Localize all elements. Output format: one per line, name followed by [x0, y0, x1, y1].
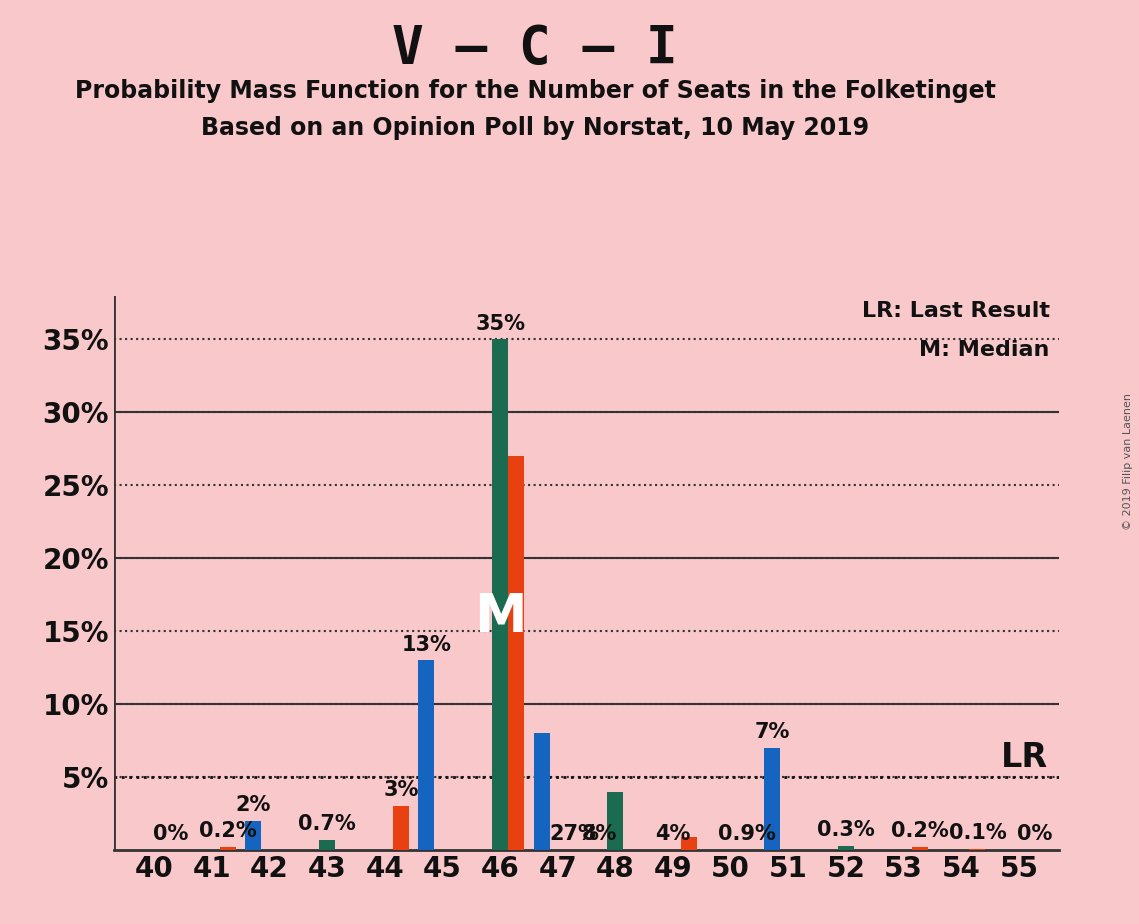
Text: 2%: 2% [236, 795, 271, 815]
Bar [681, 837, 697, 850]
Bar [492, 339, 508, 850]
Text: 0.3%: 0.3% [817, 820, 875, 840]
Text: M: Median: M: Median [919, 340, 1050, 360]
Bar [393, 807, 409, 850]
Text: 0.7%: 0.7% [298, 814, 357, 834]
Text: LR: Last Result: LR: Last Result [862, 301, 1050, 322]
Text: 4%: 4% [655, 824, 690, 845]
Text: 8%: 8% [582, 824, 617, 845]
Text: V – C – I: V – C – I [393, 23, 678, 75]
Text: 7%: 7% [754, 723, 789, 742]
Text: M: M [474, 590, 526, 643]
Bar [245, 821, 262, 850]
Bar [508, 456, 524, 850]
Text: 0.2%: 0.2% [891, 821, 949, 842]
Bar [764, 748, 780, 850]
Bar [607, 792, 623, 850]
Text: © 2019 Filip van Laenen: © 2019 Filip van Laenen [1123, 394, 1133, 530]
Bar [533, 734, 550, 850]
Text: Based on an Opinion Poll by Norstat, 10 May 2019: Based on an Opinion Poll by Norstat, 10 … [202, 116, 869, 140]
Text: 0.9%: 0.9% [718, 824, 776, 845]
Text: 3%: 3% [384, 781, 419, 800]
Bar [969, 848, 985, 850]
Bar [220, 847, 236, 850]
Text: 27%: 27% [549, 824, 599, 845]
Bar [319, 840, 335, 850]
Text: 0%: 0% [1017, 824, 1052, 845]
Text: 35%: 35% [475, 313, 525, 334]
Bar [911, 847, 928, 850]
Bar [838, 845, 854, 850]
Bar [418, 661, 434, 850]
Text: 0%: 0% [153, 824, 188, 845]
Text: 0.1%: 0.1% [949, 822, 1006, 843]
Text: 13%: 13% [401, 635, 451, 654]
Text: LR: LR [1001, 741, 1048, 774]
Text: 0.2%: 0.2% [199, 821, 257, 842]
Text: Probability Mass Function for the Number of Seats in the Folketinget: Probability Mass Function for the Number… [75, 79, 995, 103]
